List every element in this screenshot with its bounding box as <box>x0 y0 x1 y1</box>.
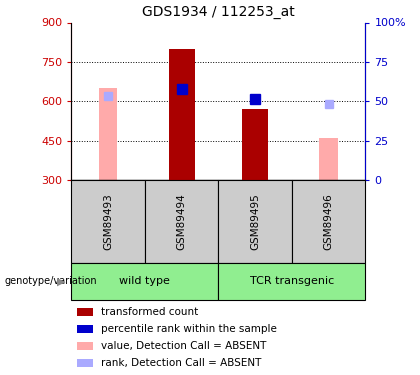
Text: GSM89493: GSM89493 <box>103 193 113 250</box>
Bar <box>218 262 365 300</box>
Bar <box>320 138 338 180</box>
Text: rank, Detection Call = ABSENT: rank, Detection Call = ABSENT <box>101 358 261 368</box>
Bar <box>145 180 218 262</box>
Title: GDS1934 / 112253_at: GDS1934 / 112253_at <box>142 5 295 19</box>
Text: wild type: wild type <box>119 276 171 286</box>
Bar <box>77 308 94 316</box>
Bar <box>77 342 94 350</box>
Bar <box>169 49 194 180</box>
Bar <box>77 325 94 333</box>
Text: ▶: ▶ <box>57 276 65 286</box>
Text: genotype/variation: genotype/variation <box>4 276 97 286</box>
Bar <box>77 359 94 367</box>
Bar <box>218 180 292 262</box>
Bar <box>71 262 218 300</box>
Text: transformed count: transformed count <box>101 307 198 317</box>
Bar <box>292 180 365 262</box>
Text: TCR transgenic: TCR transgenic <box>250 276 334 286</box>
Text: percentile rank within the sample: percentile rank within the sample <box>101 324 277 334</box>
Bar <box>99 88 117 180</box>
Text: GSM89496: GSM89496 <box>324 193 333 250</box>
Text: GSM89494: GSM89494 <box>177 193 186 250</box>
Text: GSM89495: GSM89495 <box>250 193 260 250</box>
Text: value, Detection Call = ABSENT: value, Detection Call = ABSENT <box>101 341 266 351</box>
Bar <box>71 180 145 262</box>
Bar <box>242 109 268 180</box>
